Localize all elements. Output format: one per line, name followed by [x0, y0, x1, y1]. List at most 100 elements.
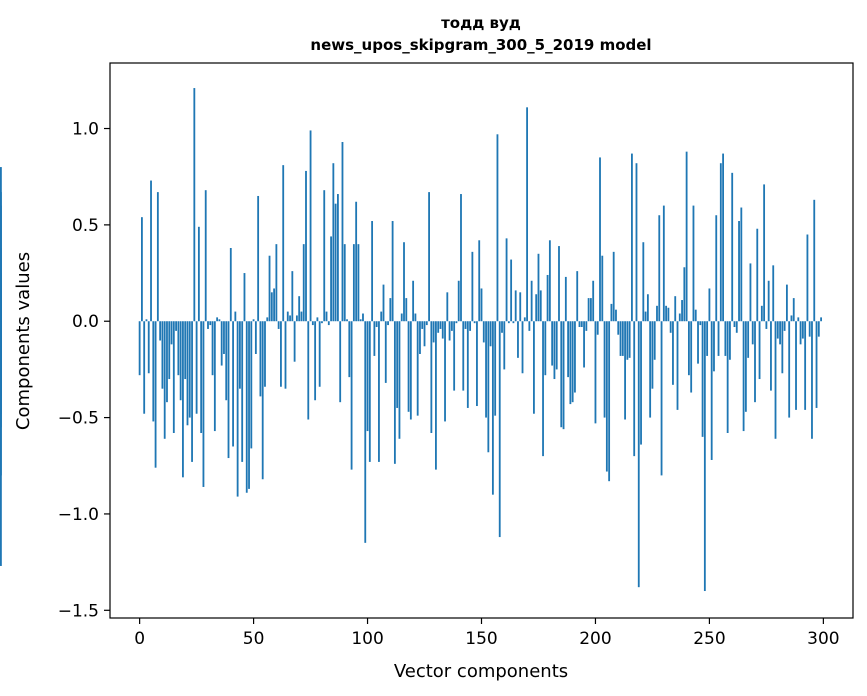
bar-4 [147, 321, 150, 374]
bar-20 [184, 321, 187, 380]
bar-90 [343, 244, 346, 322]
bar-173 [533, 321, 535, 414]
bar-114 [398, 321, 401, 439]
bar-276 [767, 280, 770, 322]
bar-62 [280, 321, 282, 387]
bar-111 [391, 221, 394, 322]
bar-82 [325, 311, 328, 322]
bar-96 [357, 244, 360, 322]
bar-239 [683, 267, 686, 322]
bar-184 [558, 246, 560, 322]
bar-242 [690, 321, 693, 393]
bar-36 [220, 321, 223, 366]
bar-229 [660, 321, 663, 476]
bar-100 [366, 321, 369, 432]
bar-280 [776, 321, 779, 339]
bar-266 [744, 321, 747, 412]
bar-268 [749, 263, 752, 322]
bar-237 [678, 313, 681, 322]
bar-74 [307, 321, 310, 420]
bar-213 [624, 321, 626, 420]
bar-247 [701, 321, 704, 437]
bar-80 [321, 321, 323, 324]
bar-32 [211, 321, 214, 376]
bar-138 [453, 321, 456, 391]
y-tick-label: 0.5 [72, 216, 99, 236]
bar-206 [608, 321, 611, 482]
bar-35 [218, 319, 221, 322]
bar-141 [460, 194, 462, 322]
bar-243 [692, 205, 695, 322]
bar-218 [635, 163, 638, 322]
bar-219 [637, 321, 640, 588]
bar-102 [371, 221, 374, 322]
bar-179 [546, 274, 549, 322]
bar-166 [517, 321, 519, 358]
bar-9 [159, 321, 162, 341]
bar-48 [248, 321, 250, 489]
bar-226 [653, 321, 656, 360]
bar-67 [291, 271, 294, 322]
bar-58 [270, 292, 273, 322]
bar-27 [200, 321, 203, 433]
bar-77 [314, 321, 317, 401]
bar-8 [156, 192, 159, 322]
bar-254 [717, 321, 720, 356]
bar-275 [765, 321, 768, 329]
bar-60 [275, 244, 278, 322]
bar-188 [567, 321, 570, 378]
bar-165 [514, 290, 517, 322]
bar-182 [553, 321, 556, 380]
bar-105 [378, 321, 380, 462]
bar-109 [387, 321, 389, 326]
bar-149 [478, 240, 481, 322]
bar-233 [669, 321, 672, 333]
bar-289 [797, 317, 800, 322]
bar-29 [204, 190, 207, 322]
bar-274 [763, 184, 766, 322]
bar-208 [612, 251, 615, 322]
bar-120 [412, 280, 415, 322]
bar-202 [599, 157, 601, 322]
bar-272 [758, 321, 761, 380]
bar-156 [494, 321, 497, 416]
bar-223 [646, 294, 649, 322]
bar-56 [266, 317, 269, 322]
y-tick-label: −0.5 [58, 409, 99, 429]
bar-147 [473, 321, 476, 324]
bar-85 [332, 163, 335, 322]
bar-261 [733, 321, 736, 328]
x-tick-label: 200 [579, 629, 611, 649]
bar-38 [225, 321, 228, 401]
bar-273 [760, 305, 763, 322]
bar-176 [539, 290, 542, 322]
bar-42 [234, 311, 237, 322]
bar-129 [432, 321, 435, 343]
bar-65 [286, 311, 289, 322]
bar-117 [405, 298, 408, 322]
bar-175 [537, 253, 540, 322]
bar-55 [264, 321, 266, 387]
x-tick-label: 150 [465, 629, 497, 649]
bar-256 [722, 153, 724, 322]
bar-group [0, 88, 822, 592]
bar-158 [498, 321, 501, 538]
bar-91 [346, 319, 348, 322]
bar-224 [649, 321, 652, 418]
bar-220 [640, 321, 642, 445]
bar-63 [282, 165, 285, 322]
bar-undefined [0, 321, 2, 414]
bar-215 [628, 321, 631, 358]
bar-189 [569, 321, 572, 405]
bar-162 [507, 321, 510, 324]
bar-236 [676, 321, 679, 410]
bar-97 [359, 319, 362, 322]
bar-124 [421, 321, 424, 329]
bar-132 [439, 321, 442, 329]
bar-28 [202, 321, 205, 487]
bar-177 [542, 321, 544, 457]
bar-227 [656, 305, 658, 322]
chart-title: тодд вуд [441, 14, 521, 32]
bar-70 [298, 296, 301, 322]
